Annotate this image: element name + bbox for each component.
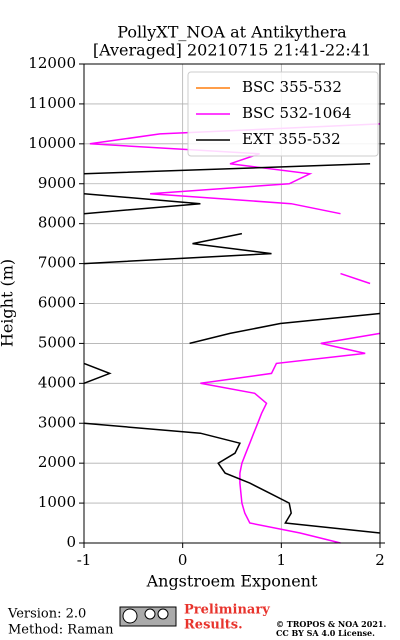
y-tick-label: 8000 (38, 214, 76, 232)
plot-frame (83, 63, 381, 544)
x-tick-label: 2 (375, 551, 385, 569)
status: Preliminary (184, 603, 270, 618)
copyright: CC BY SA 4.0 License. (276, 628, 375, 638)
y-tick-label: 5000 (38, 333, 76, 351)
x-tick-label: 0 (178, 551, 188, 569)
y-tick-label: 7000 (38, 254, 76, 272)
legend-label: BSC 355-532 (242, 78, 342, 96)
y-tick-label: 10000 (28, 134, 76, 152)
y-tick-label: 11000 (28, 94, 76, 112)
status: Results. (184, 618, 243, 633)
y-tick-label: 4000 (38, 373, 76, 391)
y-tick-label: 12000 (28, 54, 76, 72)
profile-line (83, 163, 381, 534)
x-axis-label: Angstroem Exponent (146, 572, 318, 591)
chart-title: PollyXT_NOA at Antikythera (117, 23, 347, 42)
copyright: © TROPOS & NOA 2021. (276, 619, 386, 629)
logo-circle (144, 608, 156, 620)
x-tick-label: 1 (277, 551, 287, 569)
cc-logo (119, 606, 177, 627)
y-tick-label: 9000 (38, 174, 76, 192)
y-tick-label: 3000 (38, 413, 76, 431)
chart-title: [Averaged] 20210715 21:41-22:41 (93, 41, 371, 60)
legend-label: BSC 532-1064 (242, 104, 351, 122)
x-tick-label: -1 (77, 551, 92, 569)
version: Version: 2.0 (7, 607, 86, 622)
y-tick-label: 1000 (38, 493, 76, 511)
y-axis-label: Height (m) (0, 259, 17, 347)
legend-box (187, 71, 379, 157)
legend-label: EXT 355-532 (242, 130, 341, 148)
logo-circle (157, 608, 169, 620)
method: Method: Raman (8, 623, 114, 638)
logo-circle (122, 608, 138, 624)
y-tick-label: 6000 (38, 294, 76, 312)
y-tick-label: 2000 (38, 453, 76, 471)
y-tick-label: 0 (66, 533, 76, 551)
profile-line (89, 123, 381, 544)
